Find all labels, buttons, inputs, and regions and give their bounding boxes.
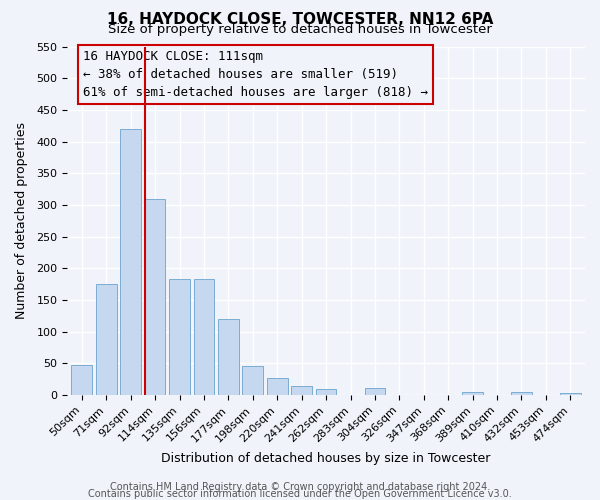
- Bar: [96, 284, 116, 395]
- Bar: [242, 366, 263, 395]
- Text: Contains public sector information licensed under the Open Government Licence v3: Contains public sector information licen…: [88, 489, 512, 499]
- Bar: [145, 198, 166, 395]
- Text: 16, HAYDOCK CLOSE, TOWCESTER, NN12 6PA: 16, HAYDOCK CLOSE, TOWCESTER, NN12 6PA: [107, 12, 493, 28]
- Bar: [316, 390, 337, 395]
- Bar: [218, 319, 239, 395]
- Text: Size of property relative to detached houses in Towcester: Size of property relative to detached ho…: [108, 22, 492, 36]
- Text: 16 HAYDOCK CLOSE: 111sqm
← 38% of detached houses are smaller (519)
61% of semi-: 16 HAYDOCK CLOSE: 111sqm ← 38% of detach…: [83, 50, 428, 99]
- Bar: [511, 392, 532, 395]
- Bar: [365, 388, 385, 395]
- Bar: [291, 386, 312, 395]
- Bar: [121, 129, 141, 395]
- Y-axis label: Number of detached properties: Number of detached properties: [15, 122, 28, 319]
- Bar: [71, 365, 92, 395]
- X-axis label: Distribution of detached houses by size in Towcester: Distribution of detached houses by size …: [161, 452, 491, 465]
- Bar: [462, 392, 483, 395]
- Bar: [560, 393, 581, 395]
- Bar: [267, 378, 287, 395]
- Bar: [169, 279, 190, 395]
- Text: Contains HM Land Registry data © Crown copyright and database right 2024.: Contains HM Land Registry data © Crown c…: [110, 482, 490, 492]
- Bar: [194, 279, 214, 395]
